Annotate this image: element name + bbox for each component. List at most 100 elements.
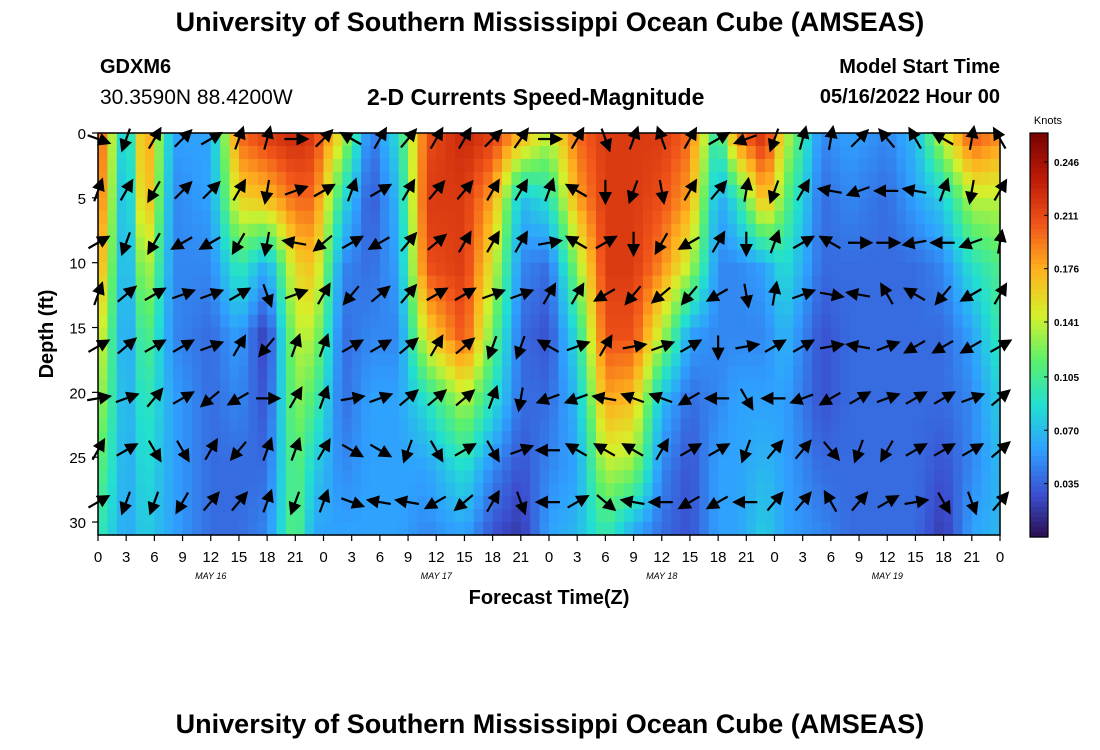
current-vector: [768, 280, 782, 306]
heatmap-cell: [248, 210, 259, 225]
heatmap-cell: [98, 145, 108, 160]
heatmap-cell: [661, 418, 672, 432]
heatmap-cell: [699, 171, 710, 186]
heatmap-cell: [455, 314, 466, 329]
heatmap-cell: [906, 353, 917, 368]
heatmap-cell: [98, 379, 108, 393]
heatmap-cell: [652, 457, 663, 471]
heatmap-cell: [830, 522, 841, 536]
heatmap-cell: [793, 522, 804, 536]
heatmap-cell: [107, 210, 118, 225]
heatmap-cell: [849, 418, 860, 432]
heatmap-cell: [473, 327, 484, 342]
heatmap-cell: [455, 210, 466, 225]
current-vector: [289, 436, 302, 461]
heatmap-cell: [877, 171, 888, 186]
heatmap-cell: [765, 496, 776, 510]
heatmap-cell: [220, 418, 231, 432]
heatmap-cell: [783, 223, 794, 238]
heatmap-cell: [520, 197, 531, 212]
heatmap-cell: [116, 262, 127, 277]
heatmap-cell: [163, 522, 174, 536]
heatmap-cell: [981, 366, 992, 380]
heatmap-cell: [408, 197, 419, 212]
heatmap-cell: [755, 236, 766, 251]
heatmap-cell: [135, 262, 146, 277]
heatmap-cell: [361, 522, 372, 536]
heatmap-cell: [586, 418, 597, 432]
heatmap-cell: [699, 275, 710, 290]
heatmap-cell: [107, 509, 118, 523]
colorbar-swatch: [1030, 496, 1048, 503]
heatmap-cell: [840, 444, 851, 458]
heatmap-cell: [332, 133, 343, 147]
heatmap-cell: [595, 301, 606, 316]
heatmap-cell: [323, 158, 334, 173]
heatmap-cell: [765, 509, 776, 523]
heatmap-cell: [981, 145, 992, 160]
heatmap-cell: [840, 483, 851, 497]
heatmap-cell: [990, 366, 1001, 380]
heatmap-cell: [389, 444, 400, 458]
heatmap-cell: [661, 379, 672, 393]
colorbar-swatch: [1030, 506, 1048, 513]
heatmap-cell: [774, 158, 785, 173]
heatmap-cell: [981, 340, 992, 355]
heatmap-cell: [990, 405, 1001, 419]
colorbar-swatch: [1030, 466, 1048, 472]
heatmap-cell: [614, 353, 625, 368]
heatmap-cell: [201, 158, 212, 173]
heatmap-cell: [718, 483, 729, 497]
heatmap-cell: [220, 509, 231, 523]
heatmap-cell: [595, 457, 606, 471]
x-tick-label: 12: [653, 549, 670, 566]
heatmap-cell: [520, 366, 531, 380]
heatmap-cell: [154, 158, 165, 173]
heatmap-cell: [558, 379, 569, 393]
heatmap-cell: [577, 431, 588, 445]
x-tick-label: 12: [202, 549, 219, 566]
heatmap-cell: [220, 366, 231, 380]
heatmap-cell: [126, 522, 137, 536]
heatmap-cell: [135, 171, 146, 186]
heatmap-cell: [201, 133, 212, 147]
heatmap-cell: [539, 171, 550, 186]
heatmap-cell: [332, 522, 343, 536]
x-tick-label: 18: [710, 549, 727, 566]
heatmap-cell: [342, 379, 353, 393]
heatmap-cell: [229, 457, 240, 471]
heatmap-cell: [220, 405, 231, 419]
current-vector: [426, 287, 449, 302]
heatmap-cell: [652, 314, 663, 329]
y-tick-label: 15: [69, 321, 86, 338]
heatmap-cell: [304, 223, 315, 238]
heatmap-cell: [210, 483, 221, 497]
heatmap-cell: [135, 223, 146, 238]
heatmap-cell: [567, 171, 578, 186]
heatmap-cell: [699, 184, 710, 199]
heatmap-cell: [642, 275, 653, 290]
heatmap-cell: [229, 353, 240, 368]
colorbar-swatch: [1030, 153, 1048, 159]
heatmap-cell: [924, 457, 935, 471]
heatmap-cell: [116, 340, 127, 355]
x-axis: 0 3 6 9 12 15 18 21 0 3 6 9 12 15 18 21 0 3 6 9 12 15 18 21 0 3 6 9…: [94, 535, 1004, 581]
heatmap-cell: [783, 158, 794, 173]
heatmap-cell: [267, 366, 278, 380]
heatmap-cell: [285, 171, 296, 186]
heatmap-cell: [990, 496, 1001, 510]
heatmap-cell: [652, 353, 663, 368]
x-tick-label: 6: [376, 549, 384, 566]
heatmap-cell: [539, 418, 550, 432]
current-vector: [317, 437, 331, 461]
heatmap-cell: [971, 223, 982, 238]
heatmap-cell: [718, 496, 729, 510]
heatmap-cell: [849, 353, 860, 368]
heatmap-cell: [135, 522, 146, 536]
heatmap-cell: [436, 262, 447, 277]
heatmap-cell: [473, 133, 484, 147]
heatmap-cell: [549, 314, 559, 329]
heatmap-cell: [614, 145, 625, 160]
heatmap-cell: [332, 275, 343, 290]
heatmap-cell: [652, 249, 663, 264]
